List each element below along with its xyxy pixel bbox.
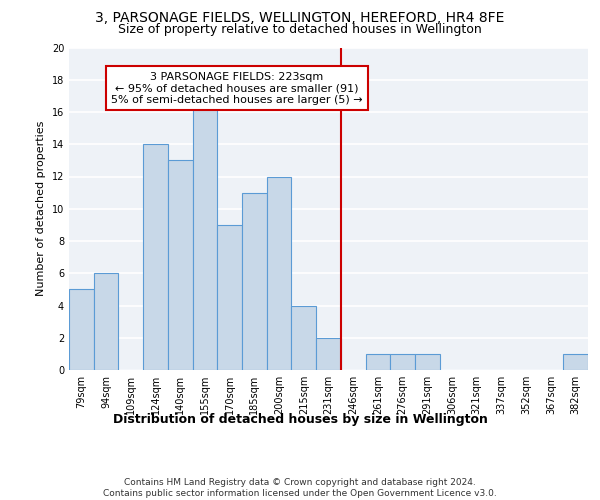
Bar <box>217 225 242 370</box>
Bar <box>69 290 94 370</box>
Text: Contains HM Land Registry data © Crown copyright and database right 2024.
Contai: Contains HM Land Registry data © Crown c… <box>103 478 497 498</box>
Bar <box>415 354 440 370</box>
Bar <box>563 354 588 370</box>
Text: Size of property relative to detached houses in Wellington: Size of property relative to detached ho… <box>118 22 482 36</box>
Bar <box>242 192 267 370</box>
Bar <box>168 160 193 370</box>
Bar <box>143 144 168 370</box>
Bar <box>316 338 341 370</box>
Bar <box>193 96 217 370</box>
Bar <box>267 176 292 370</box>
Bar <box>390 354 415 370</box>
Text: 3, PARSONAGE FIELDS, WELLINGTON, HEREFORD, HR4 8FE: 3, PARSONAGE FIELDS, WELLINGTON, HEREFOR… <box>95 11 505 25</box>
Bar <box>292 306 316 370</box>
Bar <box>365 354 390 370</box>
Bar <box>94 273 118 370</box>
Text: Distribution of detached houses by size in Wellington: Distribution of detached houses by size … <box>113 412 487 426</box>
Y-axis label: Number of detached properties: Number of detached properties <box>36 121 46 296</box>
Text: 3 PARSONAGE FIELDS: 223sqm
← 95% of detached houses are smaller (91)
5% of semi-: 3 PARSONAGE FIELDS: 223sqm ← 95% of deta… <box>111 72 363 105</box>
